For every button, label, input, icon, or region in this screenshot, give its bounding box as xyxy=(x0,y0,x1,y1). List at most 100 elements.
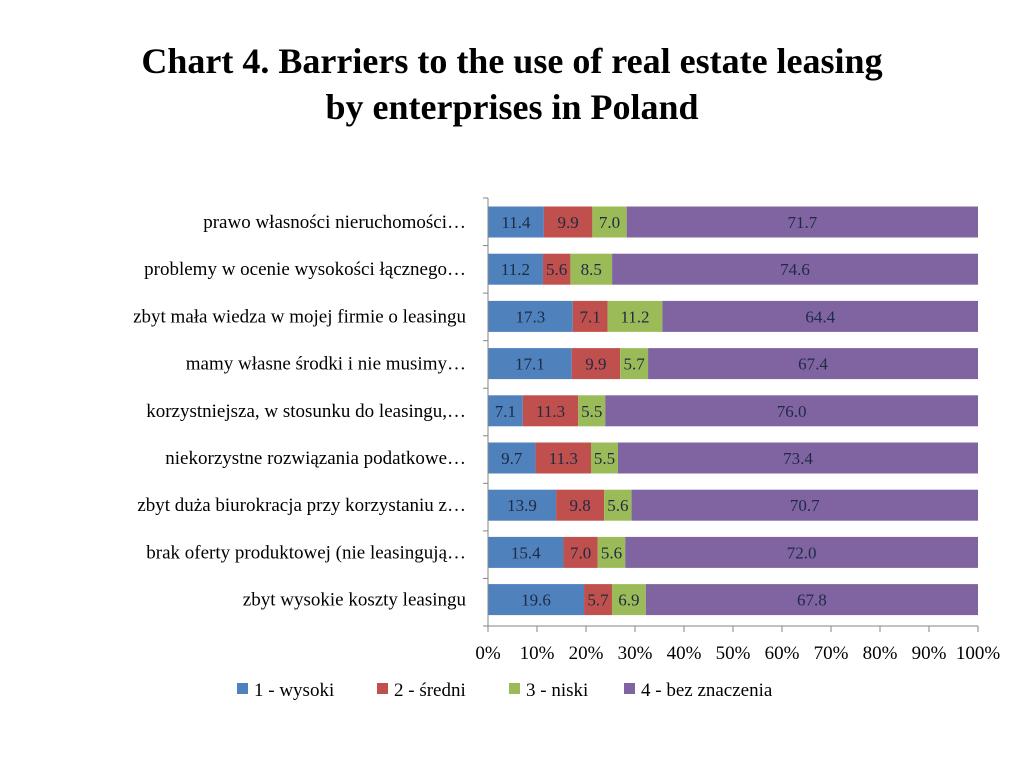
x-tick-label: 20% xyxy=(569,643,604,664)
data-label: 71.7 xyxy=(787,213,817,232)
data-label: 7.1 xyxy=(580,307,601,326)
bar-segment xyxy=(584,584,612,616)
data-label: 7.0 xyxy=(599,213,620,232)
data-label: 13.9 xyxy=(507,496,537,515)
x-tick-label: 40% xyxy=(667,643,702,664)
bar-segment xyxy=(612,253,978,285)
data-label: 11.4 xyxy=(501,213,531,232)
data-label: 76.0 xyxy=(777,402,807,421)
x-tick-label: 0% xyxy=(475,643,501,664)
bar-segment xyxy=(563,536,598,568)
data-label: 67.4 xyxy=(798,355,828,374)
data-label: 74.6 xyxy=(780,260,810,279)
chart-title: Chart 4. Barriers to the use of real est… xyxy=(0,38,1024,130)
bar-segment xyxy=(648,348,978,380)
bar-segment xyxy=(488,489,557,521)
x-tick-label: 70% xyxy=(814,643,849,664)
bar-segment xyxy=(488,206,544,238)
legend-swatch xyxy=(624,683,635,694)
category-label: korzystniejsza, w stosunku do leasingu,… xyxy=(146,401,466,422)
bar-segment xyxy=(571,348,621,380)
bar-segment xyxy=(626,206,978,238)
bar-segment xyxy=(591,442,618,474)
data-label: 72.0 xyxy=(787,543,817,562)
bar-segment xyxy=(488,300,573,332)
bar-segment xyxy=(522,395,579,427)
data-label: 70.7 xyxy=(790,496,820,515)
bar-segment xyxy=(488,395,523,427)
x-tick-label: 30% xyxy=(618,643,653,664)
legend-label: 3 - niski xyxy=(526,680,588,701)
bar-segment xyxy=(542,253,571,285)
bar-segment xyxy=(605,395,978,427)
bar-segment xyxy=(617,442,978,474)
data-label: 7.0 xyxy=(570,543,591,562)
legend-label: 4 - bez znaczenia xyxy=(641,680,773,701)
bar-segment xyxy=(488,253,543,285)
data-label: 5.6 xyxy=(546,260,567,279)
bar-segment xyxy=(556,489,605,521)
x-tick-label: 90% xyxy=(912,643,947,664)
bar-segment xyxy=(604,489,632,521)
bar-segment xyxy=(572,300,608,332)
data-label: 17.1 xyxy=(515,355,545,374)
data-label: 11.2 xyxy=(501,260,530,279)
x-tick-label: 80% xyxy=(863,643,898,664)
chart-title-line-1: Chart 4. Barriers to the use of real est… xyxy=(141,41,883,81)
bars-group: 11.4 9.9 7.0 71.7 11.2 5.6 8.5 74.6 17.3 7.1 11.2 6… xyxy=(488,206,978,616)
category-label: brak oferty produktowej (nie leasingują… xyxy=(146,542,466,563)
bar-segment xyxy=(543,206,593,238)
legend-swatch xyxy=(509,683,520,694)
chart-title-line-2: by enterprises in Poland xyxy=(325,87,699,127)
data-label: 5.7 xyxy=(623,355,645,374)
data-label: 5.7 xyxy=(587,591,609,610)
data-label: 8.5 xyxy=(581,260,602,279)
category-label: mamy własne środki i nie musimy… xyxy=(186,354,466,375)
bar-segment xyxy=(488,442,536,474)
data-label: 5.6 xyxy=(607,496,628,515)
data-label: 9.7 xyxy=(501,449,523,468)
legend-swatch xyxy=(377,683,388,694)
bar-segment xyxy=(645,584,978,616)
category-label: niekorzystne rozwiązania podatkowe… xyxy=(165,448,466,469)
bar-segment xyxy=(535,442,592,474)
category-label: zbyt mała wiedza w mojej firmie o leasin… xyxy=(133,306,466,327)
data-label: 9.9 xyxy=(557,213,578,232)
bar-segment xyxy=(597,536,626,568)
bar-segment xyxy=(592,206,627,238)
data-label: 64.4 xyxy=(805,307,835,326)
bar-segment xyxy=(488,536,564,568)
legend: 1 - wysoki 2 - średni 3 - niski 4 - bez zna… xyxy=(237,680,773,701)
bar-segment xyxy=(570,253,613,285)
legend-label: 1 - wysoki xyxy=(254,680,334,701)
legend-label: 2 - średni xyxy=(394,680,466,701)
bar-segment xyxy=(611,584,646,616)
data-label: 5.5 xyxy=(581,402,602,421)
category-label: zbyt duża biurokracja przy korzystaniu z… xyxy=(137,495,466,516)
bar-segment xyxy=(625,536,978,568)
data-label: 11.3 xyxy=(549,449,578,468)
x-tick-label: 60% xyxy=(765,643,800,664)
data-label: 5.6 xyxy=(601,543,622,562)
bar-segment xyxy=(620,348,649,380)
bar-segment xyxy=(578,395,606,427)
data-label: 9.8 xyxy=(569,496,590,515)
data-label: 9.9 xyxy=(585,355,606,374)
data-label: 17.3 xyxy=(516,307,546,326)
bar-segment xyxy=(488,584,585,616)
bar-segment xyxy=(662,300,978,332)
data-label: 6.9 xyxy=(618,591,639,610)
x-tick-label: 10% xyxy=(520,643,555,664)
data-label: 15.4 xyxy=(511,543,541,562)
legend-swatch xyxy=(237,683,248,694)
category-label: zbyt wysokie koszty leasingu xyxy=(243,590,467,611)
data-label: 19.6 xyxy=(521,591,551,610)
category-label: problemy w ocenie wysokości łącznego… xyxy=(144,259,466,280)
category-label: prawo własności nieruchomości… xyxy=(203,212,466,233)
data-label: 11.3 xyxy=(536,402,565,421)
x-tick-label: 100% xyxy=(956,643,1001,664)
data-label: 67.8 xyxy=(797,591,827,610)
bar-segment xyxy=(488,348,572,380)
bar-segment xyxy=(607,300,663,332)
